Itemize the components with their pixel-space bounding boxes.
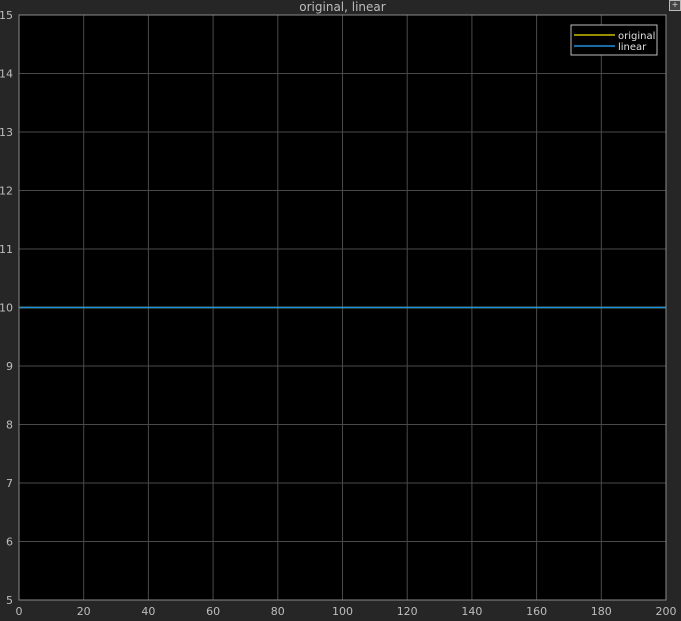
chart-title: original, linear (299, 0, 385, 14)
y-tick-label: 9 (6, 360, 13, 373)
x-tick-label: 100 (332, 605, 353, 618)
y-tick-label: 6 (6, 536, 13, 549)
y-tick-label: 13 (0, 126, 13, 139)
legend-label-linear: linear (618, 42, 647, 53)
x-tick-label: 60 (206, 605, 220, 618)
y-tick-label: 5 (6, 594, 13, 607)
y-tick-label: 8 (6, 419, 13, 432)
y-tick-label: 14 (0, 68, 13, 81)
x-tick-label: 200 (656, 605, 677, 618)
y-tick-label: 15 (0, 9, 13, 22)
x-tick-label: 140 (461, 605, 482, 618)
legend-label-original: original (618, 31, 655, 42)
x-tick-label: 20 (77, 605, 91, 618)
expand-button[interactable]: + (669, 0, 681, 11)
y-tick-label: 7 (6, 477, 13, 490)
legend-box (570, 24, 658, 56)
x-tick-label: 0 (16, 605, 23, 618)
x-tick-label: 160 (526, 605, 547, 618)
x-tick-label: 40 (141, 605, 155, 618)
x-tick-label: 180 (591, 605, 612, 618)
y-tick-label: 10 (0, 302, 13, 315)
y-tick-label: 11 (0, 243, 13, 256)
y-tick-label: 12 (0, 185, 13, 198)
x-tick-label: 80 (271, 605, 285, 618)
x-tick-label: 120 (397, 605, 418, 618)
